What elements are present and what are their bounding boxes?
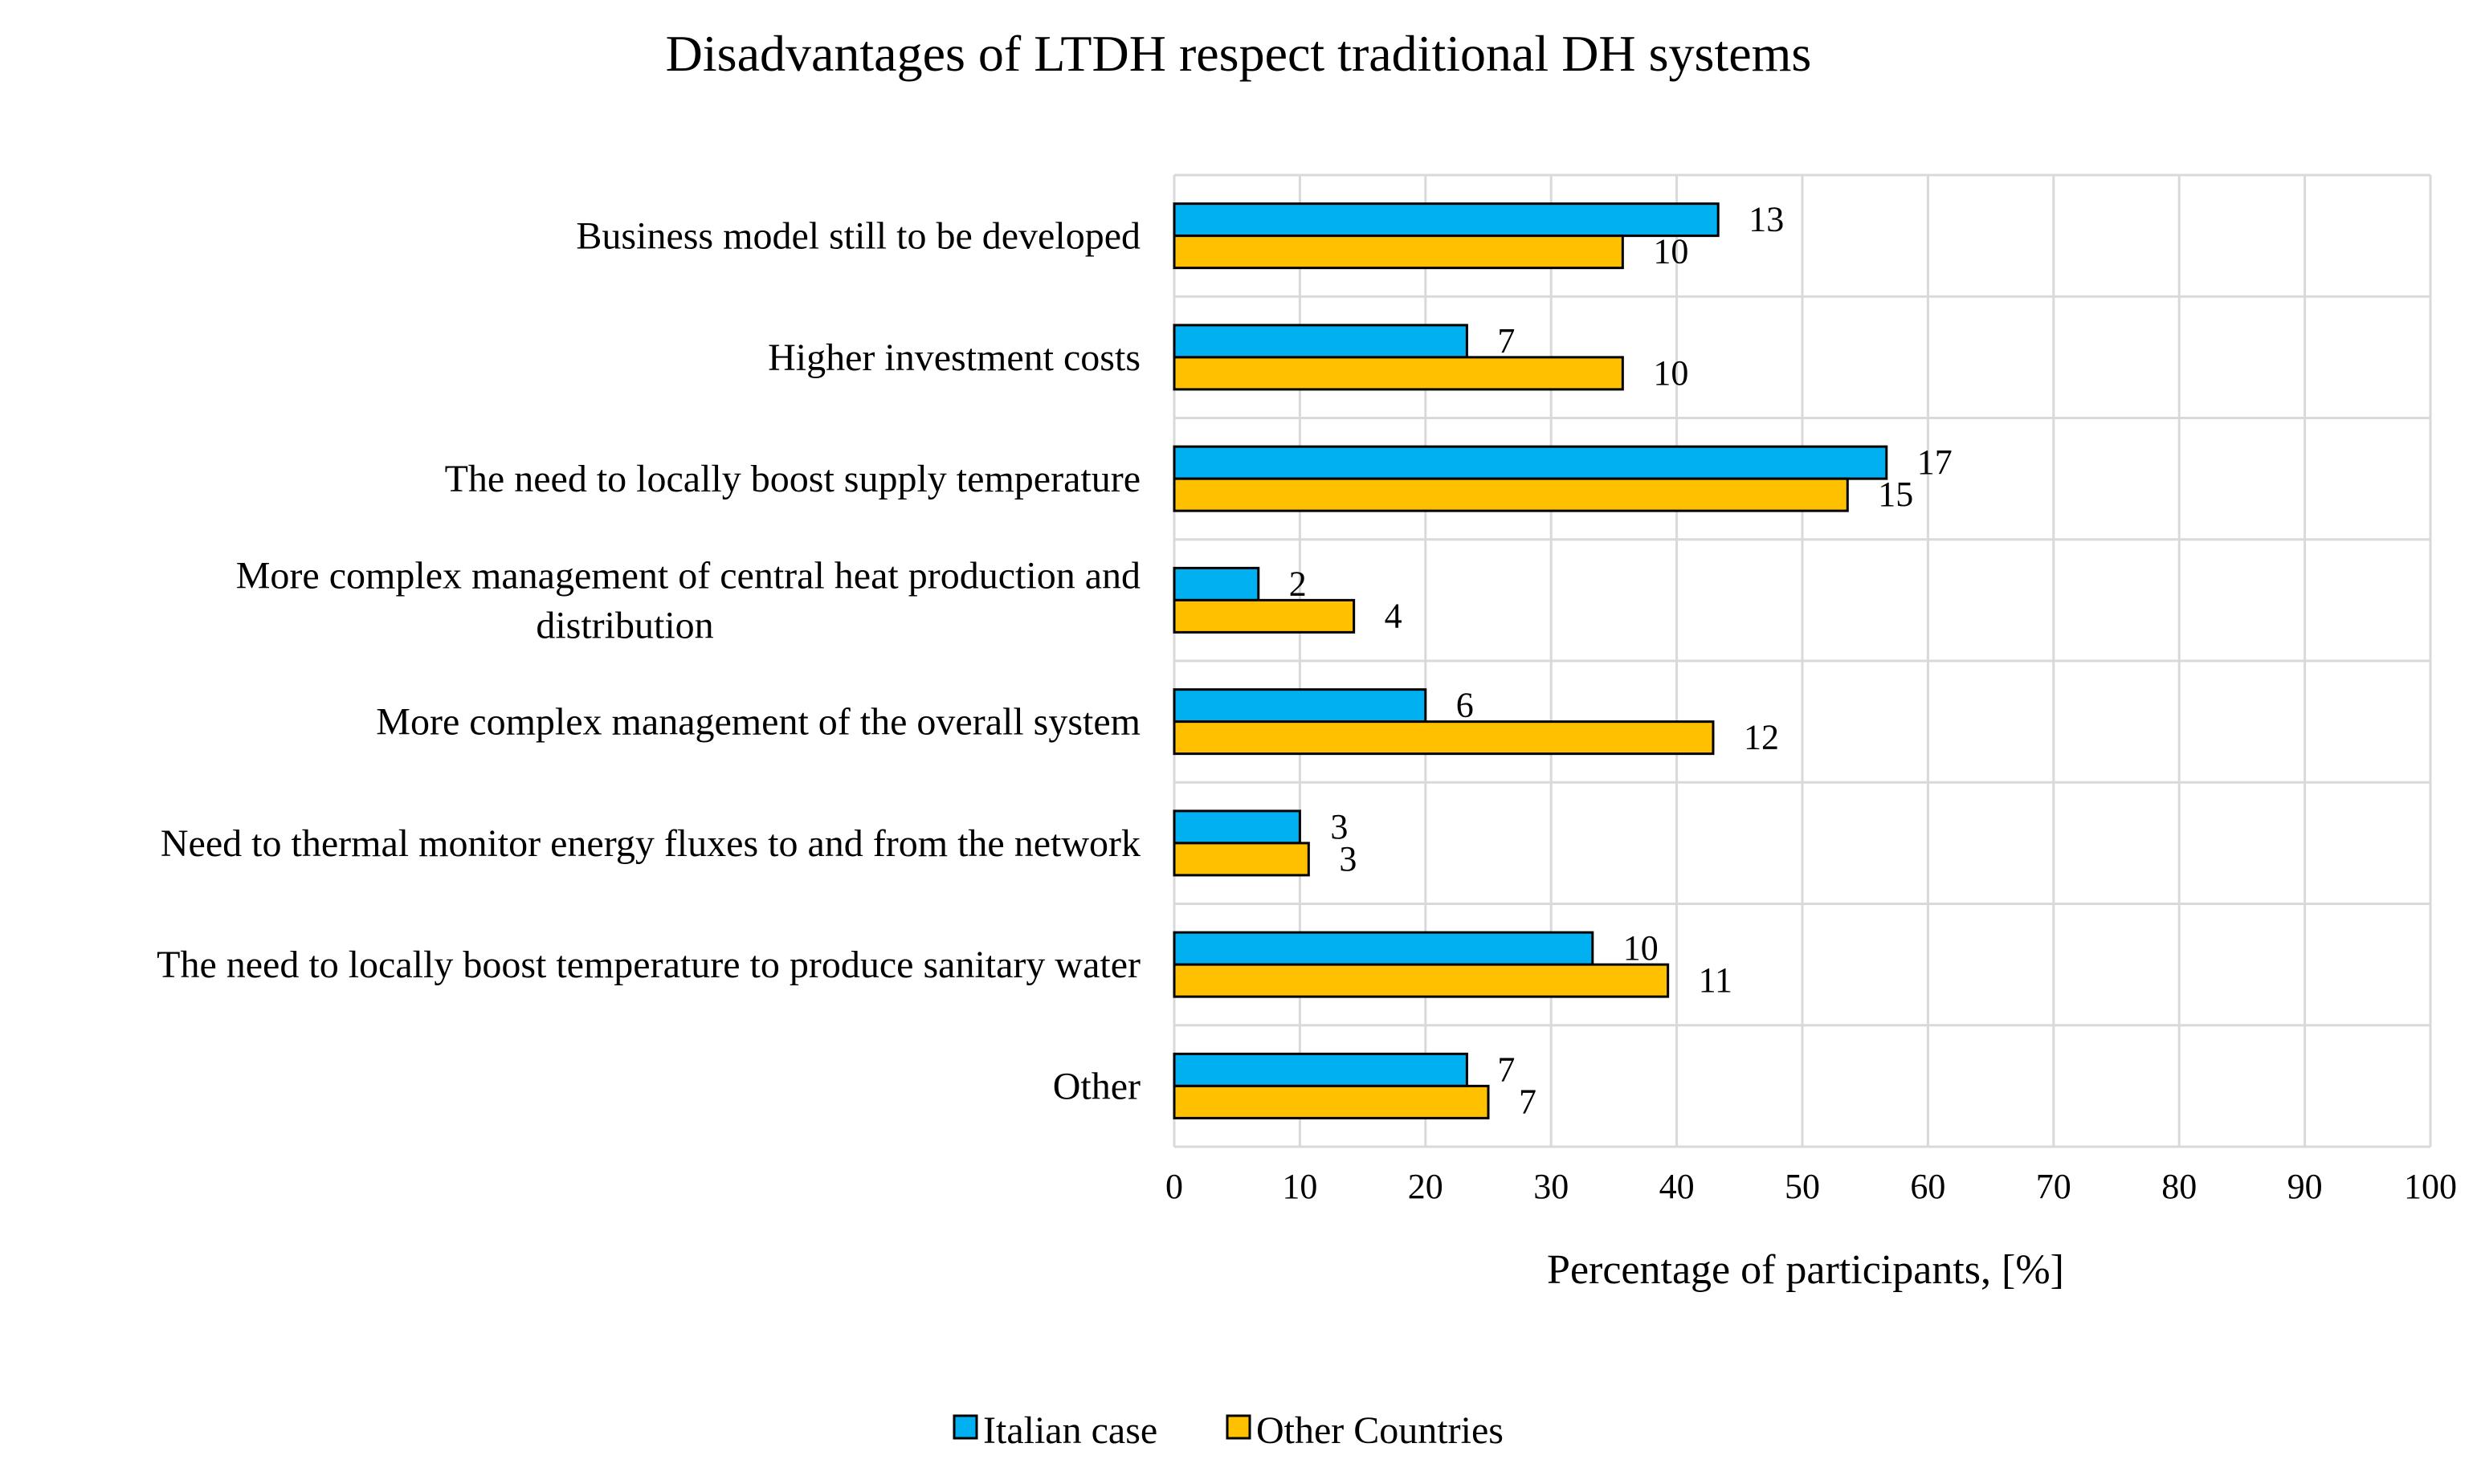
bar-other-countries <box>1173 356 1624 391</box>
data-label-other-countries: 4 <box>1385 596 1402 635</box>
x-tick-label: 50 <box>1785 1167 1820 1206</box>
bar-other-countries <box>1173 598 1356 634</box>
data-label-other-countries: 10 <box>1653 232 1688 271</box>
bar-italian-case <box>1173 688 1427 724</box>
x-tick-label: 0 <box>1165 1167 1183 1206</box>
data-label-italian-case: 3 <box>1330 807 1348 846</box>
x-tick-label: 90 <box>2287 1167 2323 1206</box>
bar-other-countries <box>1173 234 1624 270</box>
bar-italian-case <box>1173 1052 1468 1087</box>
data-label-italian-case: 13 <box>1749 200 1784 239</box>
data-label-other-countries: 11 <box>1699 960 1732 1000</box>
bar-other-countries <box>1173 477 1849 512</box>
bar-italian-case <box>1173 324 1468 359</box>
x-axis-title: Percentage of participants, [%] <box>1547 1247 2064 1293</box>
category-label: The need to locally boost supply tempera… <box>445 458 1141 500</box>
x-tick-label: 30 <box>1533 1167 1569 1206</box>
data-label-italian-case: 7 <box>1497 1050 1515 1089</box>
data-label-italian-case: 10 <box>1623 928 1659 968</box>
category-label: Business model still to be developed <box>576 215 1141 258</box>
x-tick-label: 10 <box>1282 1167 1317 1206</box>
data-label-italian-case: 17 <box>1917 442 1953 482</box>
data-label-italian-case: 2 <box>1289 564 1307 603</box>
bar-other-countries <box>1173 963 1670 998</box>
category-label: Other <box>1053 1065 1141 1107</box>
x-tick-label: 80 <box>2161 1167 2197 1206</box>
chart-title: Disadvantages of LTDH respect traditiona… <box>666 25 1812 82</box>
legend-swatch-italian-case <box>953 1414 978 1440</box>
data-label-italian-case: 7 <box>1497 321 1515 361</box>
data-label-other-countries: 7 <box>1519 1082 1536 1121</box>
x-tick-label: 100 <box>2404 1167 2457 1206</box>
category-labels: Business model still to be developed High… <box>157 215 1141 1108</box>
bar-italian-case <box>1173 202 1720 238</box>
legend-swatch-other-countries <box>1226 1414 1251 1440</box>
bars <box>1173 202 1888 1119</box>
data-label-italian-case: 6 <box>1456 686 1474 725</box>
bar-other-countries <box>1173 842 1310 877</box>
category-label: More complex management of the overall s… <box>376 701 1141 744</box>
bar-italian-case <box>1173 566 1260 601</box>
x-tick-label: 40 <box>1659 1167 1695 1206</box>
x-tick-labels: 0 10 20 30 40 50 60 70 80 90 100 <box>1165 1167 2457 1206</box>
x-tick-label: 60 <box>1910 1167 1945 1206</box>
bar-italian-case <box>1173 445 1888 480</box>
category-label: distribution <box>536 604 713 646</box>
data-label-other-countries: 10 <box>1653 353 1688 393</box>
data-label-other-countries: 15 <box>1878 475 1913 514</box>
legend: Italian case Other Countries <box>953 1409 1504 1452</box>
legend-label-other-countries: Other Countries <box>1256 1409 1504 1452</box>
grid <box>1173 173 2432 1148</box>
x-tick-label: 20 <box>1408 1167 1443 1206</box>
x-tick-label: 70 <box>2036 1167 2071 1206</box>
bar-italian-case <box>1173 931 1594 966</box>
bar-italian-case <box>1173 809 1301 845</box>
data-label-other-countries: 12 <box>1744 718 1779 757</box>
category-label: The need to locally boost temperature to… <box>157 944 1141 986</box>
legend-label-italian-case: Italian case <box>983 1409 1157 1452</box>
bar-other-countries <box>1173 1084 1490 1119</box>
data-label-other-countries: 3 <box>1339 839 1357 879</box>
bar-other-countries <box>1173 720 1715 756</box>
category-label: Higher investment costs <box>768 336 1141 379</box>
category-label: Need to thermal monitor energy fluxes to… <box>161 822 1141 865</box>
category-label: More complex management of central heat … <box>236 554 1141 597</box>
